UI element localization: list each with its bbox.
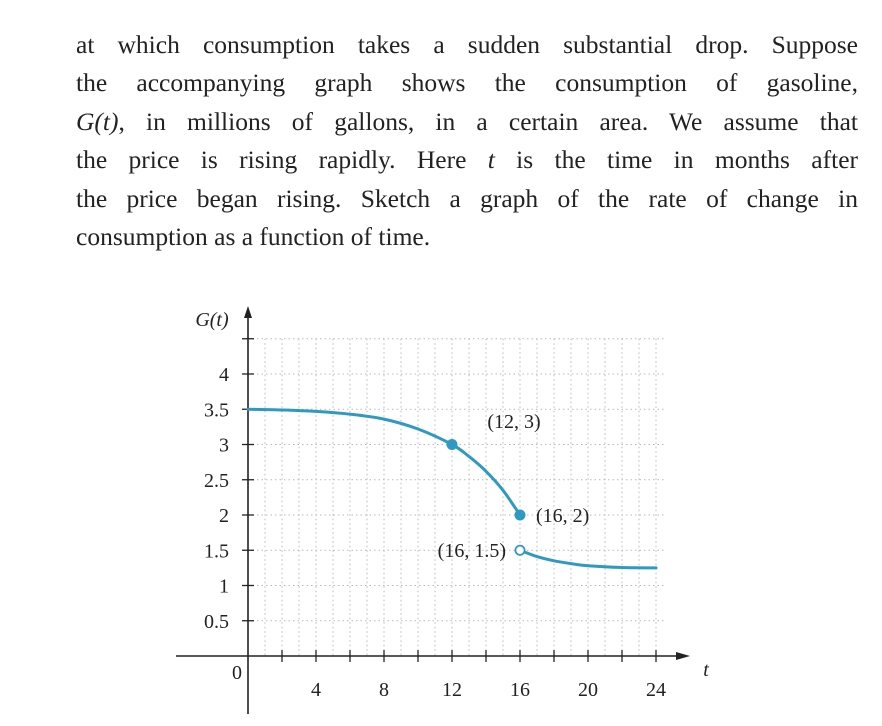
- filled-data-point: [514, 509, 526, 521]
- y-tick-label: 3.5: [204, 399, 229, 421]
- point-label-12-3: (12, 3): [487, 411, 540, 433]
- y-tick-label: 1.5: [204, 540, 229, 562]
- x-tick-label: 16: [510, 679, 530, 701]
- filled-data-point: [446, 438, 458, 450]
- problem-text: at which consumption takes a sudden subs…: [76, 26, 858, 256]
- y-tick-label: 1: [219, 576, 229, 598]
- problem-line-6: consumption as a function of time.: [76, 222, 431, 252]
- series: [246, 407, 658, 570]
- problem-line-4: the price is rising rapidly. Here t is t…: [76, 141, 858, 179]
- function-symbol: G(t): [76, 106, 119, 136]
- problem-line-5: the price began rising. Sketch a graph o…: [76, 183, 858, 213]
- y-tick-label: 2.5: [204, 470, 229, 492]
- origin-label: 0: [232, 662, 242, 684]
- y-axis-title: G(t): [195, 309, 229, 331]
- labels: 4 8 12 16 20 24 0.5 1 1.5 2 2.5 3 3.5 4 0 G(t) t (12, 3) (…: [195, 309, 709, 701]
- point-label-16-1.5: (16, 1.5): [438, 540, 506, 562]
- problem-line-3-rest: , in millions of gallons, in a certain a…: [118, 106, 858, 136]
- problem-line-4-pre: the price is rising rapidly. Here: [76, 145, 488, 175]
- problem-line-3: G(t), in millions of gallons, in a certa…: [76, 103, 858, 141]
- y-tick-label: 2: [219, 505, 229, 527]
- series-line-2: [518, 548, 658, 570]
- grid: [248, 338, 664, 656]
- series-line-1: [246, 407, 522, 517]
- y-tick-label: 4: [219, 364, 229, 386]
- x-tick-label: 8: [379, 679, 389, 701]
- problem-line-2: the accompanying graph shows the consump…: [76, 68, 858, 98]
- point-label-16-2: (16, 2): [536, 505, 589, 527]
- ticks: [242, 338, 657, 662]
- x-tick-label: 12: [442, 679, 462, 701]
- y-tick-label: 3: [219, 435, 229, 457]
- problem-line-1: at which consumption takes a sudden subs…: [76, 30, 858, 59]
- x-axis-title: t: [703, 659, 709, 681]
- time-variable: t: [487, 145, 495, 175]
- problem-line-4-post: is the time in months after: [494, 145, 858, 175]
- x-axis-arrow: [676, 652, 690, 660]
- open-data-point: [514, 544, 526, 556]
- axes: [176, 306, 690, 714]
- x-tick-label: 4: [311, 679, 321, 701]
- x-tick-label: 20: [578, 679, 598, 701]
- marked-points: [446, 438, 526, 556]
- y-tick-label: 0.5: [204, 611, 229, 633]
- y-axis-arrow: [244, 306, 252, 318]
- x-tick-label: 24: [646, 679, 666, 701]
